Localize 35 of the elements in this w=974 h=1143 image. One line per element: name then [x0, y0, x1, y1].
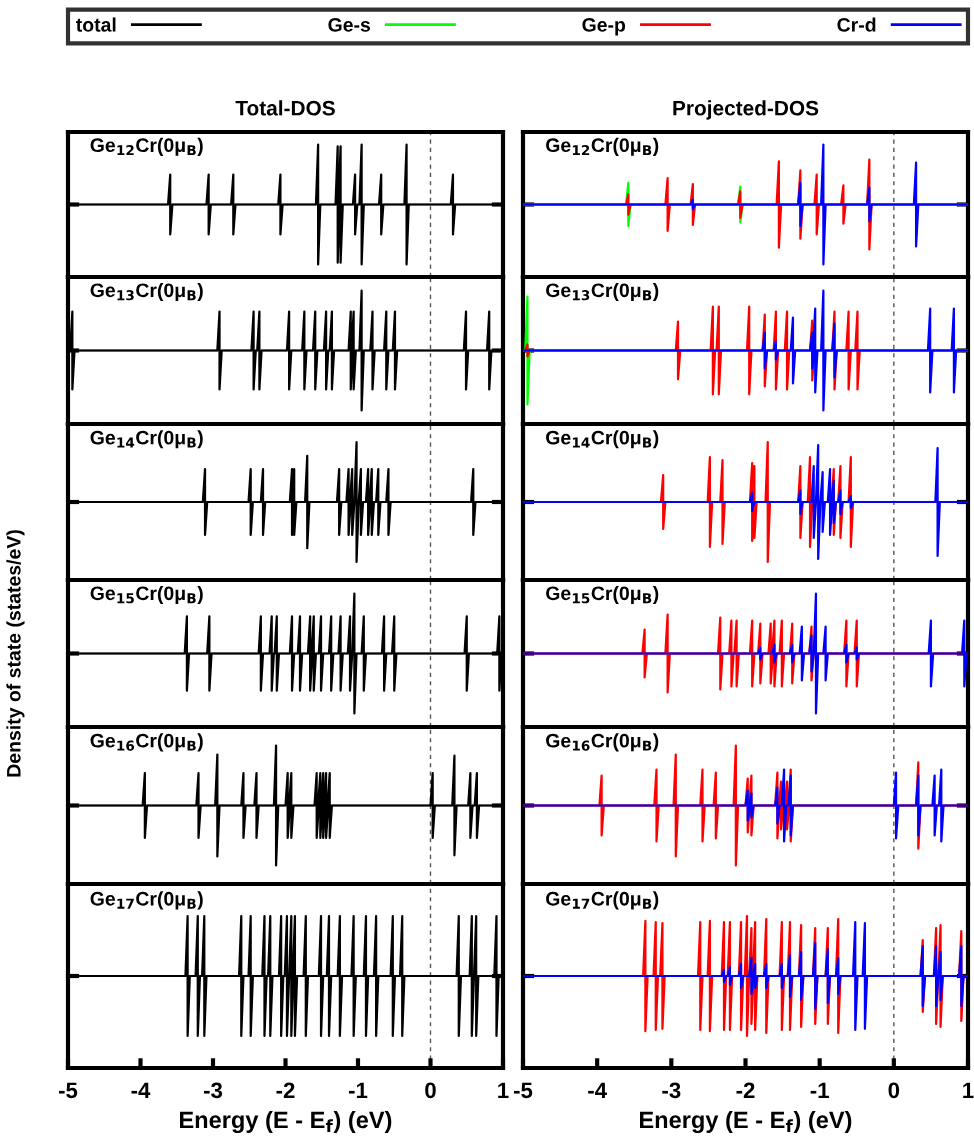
annotation: Ge$_{16}$Cr(0μ$_{B}$) — [90, 733, 203, 752]
annotation: Ge$_{16}$Cr(0μ$_{B}$) — [546, 733, 659, 752]
x-tick-label: -5 — [58, 1082, 78, 1099]
x-tick-label: 1 — [498, 1082, 509, 1098]
x-tick-label: 0 — [888, 1082, 900, 1099]
x-tick-label: -3 — [662, 1082, 681, 1099]
x-tick-label: 0 — [425, 1082, 436, 1099]
chart-title: Total-DOS — [235, 100, 335, 116]
legend-label: Ge-s — [328, 17, 371, 32]
annotation: Ge$_{12}$Cr(0μ$_{B}$) — [90, 137, 203, 156]
x-tick-label: -5 — [513, 1082, 533, 1099]
x-tick-label: -4 — [588, 1082, 607, 1098]
y-axis-title: Density of state (states/eV) — [6, 530, 25, 777]
text: Ge$_{17}$Cr(0μ$_{B}$) — [90, 891, 203, 910]
annotation: Ge$_{15}$Cr(0μ$_{B}$) — [546, 585, 659, 605]
x-tick-label: -1 — [348, 1082, 368, 1098]
legend-label: Ge-p — [582, 17, 626, 36]
x-tick-label: -2 — [736, 1082, 755, 1098]
x-axis-title: Energy (E - E$_{f}$) (eV) — [640, 1110, 852, 1134]
annotation: Ge$_{14}$Cr(0μ$_{B}$) — [90, 430, 203, 449]
x-axis-title: Energy (E - E$_{f}$) (eV) — [180, 1110, 392, 1134]
annotation: Ge$_{12}$Cr(0μ$_{B}$) — [546, 137, 659, 156]
chart-title: Projected-DOS — [673, 100, 819, 120]
x-tick-label: 1 — [963, 1082, 974, 1098]
annotation: Ge$_{14}$Cr(0μ$_{B}$) — [546, 430, 659, 449]
text: Ge$_{17}$Cr(0μ$_{B}$) — [546, 891, 659, 910]
x-tick-label: -3 — [203, 1082, 223, 1099]
legend-label: total — [76, 17, 116, 32]
x-tick-label: -2 — [276, 1082, 295, 1098]
x-tick-label: -1 — [810, 1082, 829, 1098]
annotation: Ge$_{13}$Cr(0μ$_{B}$) — [546, 282, 659, 302]
annotation: Ge$_{15}$Cr(0μ$_{B}$) — [90, 585, 203, 605]
x-tick-label: -4 — [131, 1082, 151, 1098]
legend-label: Cr-d — [837, 17, 876, 32]
annotation: Ge$_{13}$Cr(0μ$_{B}$) — [90, 282, 203, 302]
